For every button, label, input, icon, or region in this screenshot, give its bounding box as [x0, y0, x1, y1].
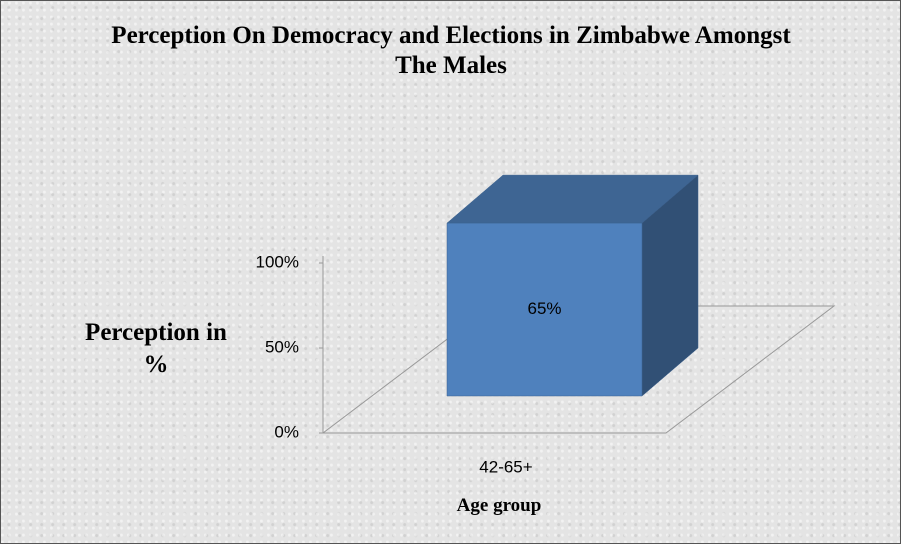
chart-title: Perception On Democracy and Elections in…	[111, 22, 791, 79]
y-tick-label: 50%	[265, 337, 299, 356]
data-label: 65%	[527, 299, 561, 318]
y-tick-label: 100%	[256, 252, 299, 271]
y-axis-label: Perception in %	[85, 319, 227, 378]
floor	[321, 305, 836, 434]
bar	[446, 174, 699, 397]
x-tick-label: 42-65+	[479, 457, 532, 476]
bar-front	[446, 222, 643, 397]
y-tick-label: 0%	[274, 422, 299, 441]
x-axis-label: Age group	[456, 495, 542, 516]
